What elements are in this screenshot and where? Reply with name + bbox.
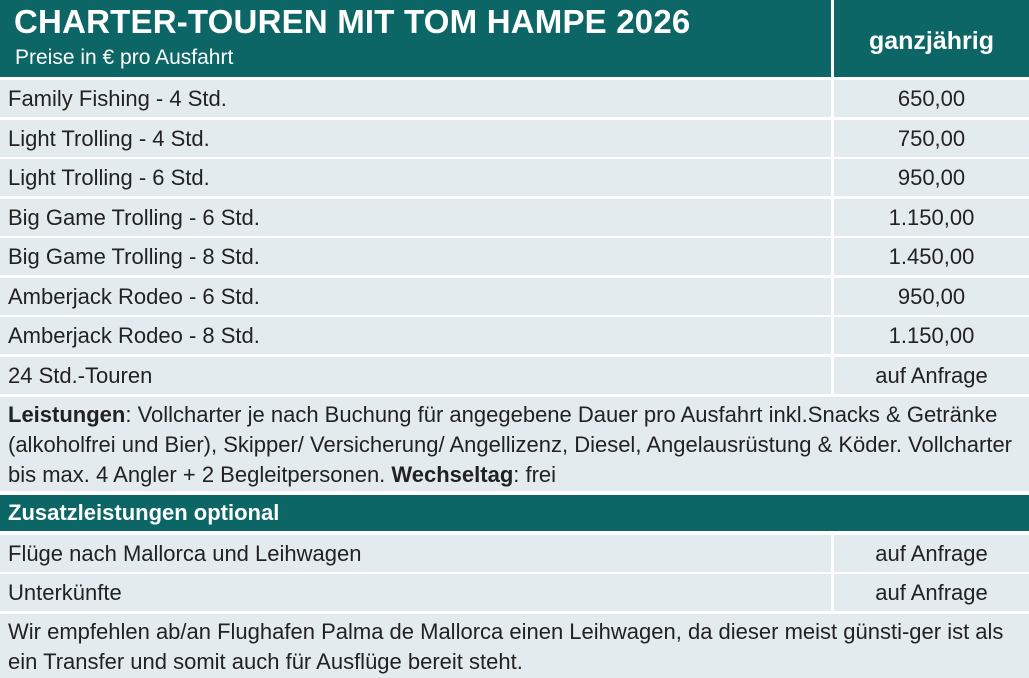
row-label: Big Game Trolling - 6 Std. [0,199,831,236]
changeover-label: Wechseltag [391,462,514,487]
table-header: CHARTER-TOUREN MIT TOM HAMPE 2026 Preise… [0,0,831,77]
row-price: auf Anfrage [834,535,1029,572]
row-label: Family Fishing - 4 Std. [0,80,831,117]
services-text: : Vollcharter je nach Buchung für angege… [8,402,1013,487]
row-label: Light Trolling - 6 Std. [0,159,831,196]
changeover-value: : frei [513,462,557,487]
column-label: ganzjährig [868,27,994,55]
row-price: 1.150,00 [834,199,1029,236]
page-subtitle: Preise in € pro Ausfahrt [15,46,234,69]
row-price: 950,00 [834,159,1029,196]
row-label: Light Trolling - 4 Std. [0,120,831,157]
row-price: auf Anfrage [834,574,1029,611]
row-price: auf Anfrage [834,357,1029,394]
row-label: Amberjack Rodeo - 6 Std. [0,278,831,315]
row-price: 950,00 [834,278,1029,315]
services-label: Leistungen [8,402,126,427]
row-price: 750,00 [834,120,1029,157]
row-label: Amberjack Rodeo - 8 Std. [0,317,831,354]
row-label: Big Game Trolling - 8 Std. [0,238,831,275]
column-header: ganzjährig [834,0,1029,77]
row-label: 24 Std.-Touren [0,357,831,394]
extras-header: Zusatzleistungen optional [0,495,1029,531]
services-info: Leistungen: Vollcharter je nach Buchung … [0,397,1029,491]
row-label: Unterkünfte [0,574,831,611]
row-label: Flüge nach Mallorca und Leihwagen [0,535,831,572]
row-price: 650,00 [834,80,1029,117]
row-price: 1.150,00 [834,317,1029,354]
row-price: 1.450,00 [834,238,1029,275]
page-title: CHARTER-TOUREN MIT TOM HAMPE 2026 [14,3,691,40]
footnote: Wir empfehlen ab/an Flughafen Palma de M… [0,614,1029,678]
